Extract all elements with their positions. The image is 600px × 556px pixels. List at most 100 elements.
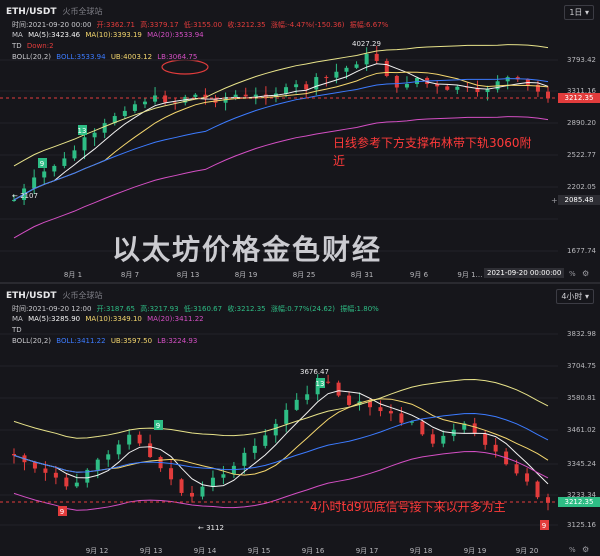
candle-body [305, 394, 310, 400]
ohlc-readout: 时间:2021-09-20 12:00 开:3187.65 高:3217.93 … [12, 304, 382, 314]
candle-body [399, 413, 404, 423]
price-axis[interactable]: 3793.42 3311.16 2890.20 2522.77 2202.05 … [558, 0, 600, 272]
low-readout: 低:3155.00 [183, 21, 223, 29]
x-tick: 8月 25 [292, 271, 316, 279]
td-name: TD [12, 42, 22, 50]
x-tick: 9月 17 [355, 547, 379, 555]
percent-toggle[interactable]: % [569, 546, 576, 554]
boll-lower-line [13, 451, 549, 511]
high-readout: 高:3217.93 [140, 305, 179, 313]
candle-body [64, 477, 69, 487]
panel-divider[interactable] [0, 282, 600, 284]
candle-body [243, 94, 248, 97]
x-tick: 8月 31 [350, 271, 374, 279]
y-tick: 2890.20 [567, 119, 596, 127]
open-readout: 开:3362.71 [96, 21, 135, 29]
y-tick: 3580.81 [567, 394, 596, 402]
symbol-label[interactable]: ETH/USDT [6, 6, 57, 17]
price-axis[interactable]: 3832.98 3704.75 3580.81 3461.02 3345.24 … [558, 284, 600, 546]
x-tick: 9月 19 [463, 547, 487, 555]
candle-body [210, 477, 215, 487]
x-tick: 9月 12 [85, 547, 109, 555]
y-tick: 3233.34 [567, 491, 596, 499]
candle-body [441, 435, 446, 444]
td-value: Down:2 [26, 42, 54, 50]
ub-value: UB:3597.50 [110, 337, 153, 345]
candle-body [153, 95, 158, 102]
td-indicator-row[interactable]: TD [12, 326, 25, 334]
period-high-label: 3676.47 [300, 368, 329, 376]
ma5-line [13, 390, 549, 488]
candle-body [384, 60, 389, 76]
x-tick: 9月 13 [139, 547, 163, 555]
amplitude-readout: 振幅:1.80% [340, 305, 379, 313]
candle-body [409, 421, 414, 423]
time-readout: 时间:2021-09-20 12:00 [12, 305, 92, 313]
candle-body [263, 435, 268, 446]
boll-indicator-row[interactable]: BOLL(20,2) BOLL:3533.94 UB:4003.12 LB:30… [12, 53, 200, 61]
candle-body [173, 102, 178, 104]
four-hour-candlestick-plot[interactable]: 13 9 9 9 [0, 284, 558, 544]
boll-value: BOLL:3411.22 [56, 337, 106, 345]
candle-body [200, 486, 205, 497]
candle-body [347, 395, 352, 405]
boll-indicator-row[interactable]: BOLL(20,2) BOLL:3411.22 UB:3597.50 LB:32… [12, 337, 200, 345]
x-tick: 9月 6 [409, 271, 429, 279]
svg-text:9: 9 [156, 422, 160, 430]
candle-body [53, 472, 58, 478]
change-readout: 涨幅:0.77%(24.62) [270, 305, 335, 313]
candle-body [62, 158, 67, 166]
ma-indicator-row[interactable]: MA MA(5):3423.46 MA(10):3393.19 MA(20):3… [12, 31, 207, 39]
candle-body [294, 84, 299, 88]
symbol-label[interactable]: ETH/USDT [6, 290, 57, 301]
y-tick: 2522.77 [567, 151, 596, 159]
gear-icon[interactable]: ⚙ [582, 545, 590, 554]
candle-body [179, 479, 184, 493]
high-readout: 高:3379.17 [140, 21, 179, 29]
candle-body [203, 94, 208, 99]
low-readout: 低:3160.67 [183, 305, 223, 313]
ma-name: MA [12, 31, 23, 39]
candle-body [368, 401, 372, 408]
candle-body [221, 474, 226, 478]
y-tick: 3345.24 [567, 460, 596, 468]
daily-analysis-note-line1: 日线参考下方支撑布林带下轨3060附 [333, 136, 532, 150]
candle-body [364, 53, 369, 65]
candle-body [284, 87, 289, 94]
open-readout: 开:3187.65 [96, 305, 135, 313]
td-count-marker: 9 [58, 506, 67, 516]
x-tick: 9月 20 [515, 547, 539, 555]
period-selector[interactable]: 4小时 ▾ [556, 289, 594, 304]
svg-text:13: 13 [78, 127, 87, 135]
candle-body [394, 75, 399, 88]
boll-name: BOLL(20,2) [12, 337, 52, 345]
candle-body [294, 399, 299, 410]
candle-body [462, 423, 467, 430]
x-tick: 8月 7 [120, 271, 140, 279]
daily-candlestick-plot[interactable]: 13 9 [0, 0, 558, 272]
td-indicator-row[interactable]: TD Down:2 [12, 42, 57, 50]
ma-indicator-row[interactable]: MA MA(5):3285.90 MA(10):3349.10 MA(20):3… [12, 315, 207, 323]
candle-body [546, 497, 550, 503]
td-count-marker: 9 [540, 520, 549, 530]
add-indicator-icon[interactable]: + [551, 196, 558, 205]
candle-body [514, 464, 519, 474]
period-low-value: 2107 [20, 192, 38, 200]
period-low-value: 3112 [206, 524, 224, 532]
gear-icon[interactable]: ⚙ [582, 269, 590, 278]
candle-body [344, 67, 349, 72]
candle-body [354, 64, 359, 68]
period-selector[interactable]: 1日 ▾ [564, 5, 594, 20]
candle-body [525, 473, 530, 482]
candle-body [535, 84, 540, 92]
ma5-value: MA(5):3285.90 [28, 315, 81, 323]
candle-body [284, 409, 289, 424]
candle-body [430, 434, 435, 444]
x-tick: 9月 14 [193, 547, 217, 555]
boll-name: BOLL(20,2) [12, 53, 52, 61]
candle-body [483, 433, 488, 445]
ma-name: MA [12, 315, 23, 323]
candle-body [122, 110, 127, 117]
td-count-marker: 9 [154, 420, 163, 430]
percent-toggle[interactable]: % [569, 270, 576, 278]
